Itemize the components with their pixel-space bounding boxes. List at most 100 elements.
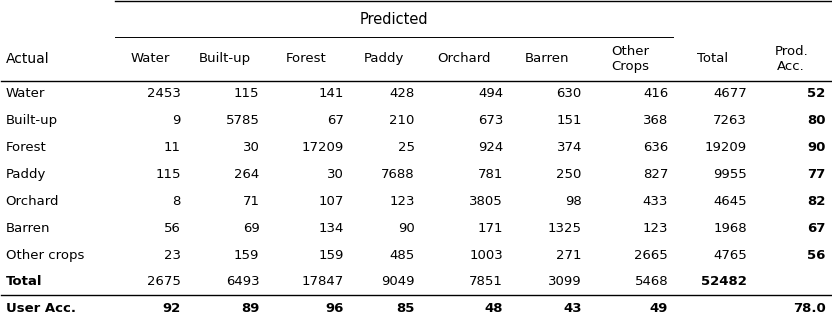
Text: Barren: Barren — [525, 52, 570, 65]
Text: 19209: 19209 — [705, 141, 747, 154]
Text: Predicted: Predicted — [359, 12, 428, 27]
Text: 2665: 2665 — [635, 249, 668, 262]
Text: 250: 250 — [557, 168, 582, 181]
Text: 4645: 4645 — [713, 195, 747, 208]
Text: 4677: 4677 — [713, 87, 747, 100]
Text: Prod.
Acc.: Prod. Acc. — [775, 45, 808, 73]
Text: 96: 96 — [325, 302, 344, 313]
Text: Total: Total — [6, 275, 42, 288]
Text: 56: 56 — [164, 222, 181, 235]
Text: 56: 56 — [807, 249, 825, 262]
Text: 23: 23 — [164, 249, 181, 262]
Text: 49: 49 — [650, 302, 668, 313]
Text: 4765: 4765 — [713, 249, 747, 262]
Text: 2675: 2675 — [146, 275, 181, 288]
Text: 374: 374 — [557, 141, 582, 154]
Text: Paddy: Paddy — [364, 52, 404, 65]
Text: 17847: 17847 — [301, 275, 344, 288]
Text: Barren: Barren — [6, 222, 50, 235]
Text: 52: 52 — [807, 87, 825, 100]
Text: 1968: 1968 — [713, 222, 747, 235]
Text: 123: 123 — [389, 195, 415, 208]
Text: 69: 69 — [243, 222, 260, 235]
Text: 92: 92 — [162, 302, 181, 313]
Text: 30: 30 — [242, 141, 260, 154]
Text: 71: 71 — [242, 195, 260, 208]
Text: 416: 416 — [643, 87, 668, 100]
Text: 1003: 1003 — [469, 249, 503, 262]
Text: Other crops: Other crops — [6, 249, 84, 262]
Text: 43: 43 — [563, 302, 582, 313]
Text: 90: 90 — [807, 141, 825, 154]
Text: Total: Total — [697, 52, 728, 65]
Text: Orchard: Orchard — [438, 52, 491, 65]
Text: 6493: 6493 — [225, 275, 260, 288]
Text: 9955: 9955 — [713, 168, 747, 181]
Text: Water: Water — [131, 52, 170, 65]
Text: 5785: 5785 — [225, 114, 260, 127]
Text: Other
Crops: Other Crops — [611, 45, 649, 73]
Text: 428: 428 — [389, 87, 415, 100]
Text: 67: 67 — [807, 222, 825, 235]
Text: 8: 8 — [172, 195, 181, 208]
Text: 123: 123 — [643, 222, 668, 235]
Text: 17209: 17209 — [301, 141, 344, 154]
Text: 77: 77 — [807, 168, 825, 181]
Text: Actual: Actual — [6, 52, 49, 66]
Text: 151: 151 — [557, 114, 582, 127]
Text: 7851: 7851 — [469, 275, 503, 288]
Text: 781: 781 — [478, 168, 503, 181]
Text: 827: 827 — [643, 168, 668, 181]
Text: 67: 67 — [327, 114, 344, 127]
Text: 7263: 7263 — [713, 114, 747, 127]
Text: 264: 264 — [234, 168, 260, 181]
Text: User Acc.: User Acc. — [6, 302, 76, 313]
Text: 673: 673 — [478, 114, 503, 127]
Text: 433: 433 — [643, 195, 668, 208]
Text: 159: 159 — [319, 249, 344, 262]
Text: 636: 636 — [643, 141, 668, 154]
Text: 3805: 3805 — [469, 195, 503, 208]
Text: 159: 159 — [234, 249, 260, 262]
Text: 141: 141 — [319, 87, 344, 100]
Text: 115: 115 — [156, 168, 181, 181]
Text: 115: 115 — [234, 87, 260, 100]
Text: 3099: 3099 — [548, 275, 582, 288]
Text: 494: 494 — [478, 87, 503, 100]
Text: 52482: 52482 — [701, 275, 747, 288]
Text: 485: 485 — [389, 249, 415, 262]
Text: 90: 90 — [399, 222, 415, 235]
Text: 630: 630 — [557, 87, 582, 100]
Text: 924: 924 — [478, 141, 503, 154]
Text: 9049: 9049 — [381, 275, 415, 288]
Text: 98: 98 — [565, 195, 582, 208]
Text: Forest: Forest — [6, 141, 47, 154]
FancyBboxPatch shape — [752, 295, 830, 313]
Text: 1325: 1325 — [547, 222, 582, 235]
Text: Orchard: Orchard — [6, 195, 59, 208]
Text: 11: 11 — [164, 141, 181, 154]
Text: Built-up: Built-up — [6, 114, 57, 127]
Text: 5468: 5468 — [635, 275, 668, 288]
Text: 107: 107 — [319, 195, 344, 208]
Text: 82: 82 — [807, 195, 825, 208]
Text: 78.0: 78.0 — [793, 302, 825, 313]
Text: 2453: 2453 — [146, 87, 181, 100]
Text: Paddy: Paddy — [6, 168, 46, 181]
Text: 271: 271 — [557, 249, 582, 262]
Text: 48: 48 — [485, 302, 503, 313]
Text: 85: 85 — [397, 302, 415, 313]
Text: 368: 368 — [643, 114, 668, 127]
Text: 30: 30 — [327, 168, 344, 181]
Text: 89: 89 — [241, 302, 260, 313]
Text: Water: Water — [6, 87, 45, 100]
Text: 134: 134 — [319, 222, 344, 235]
Text: Forest: Forest — [286, 52, 327, 65]
Text: 7688: 7688 — [381, 168, 415, 181]
Text: 171: 171 — [478, 222, 503, 235]
Text: 9: 9 — [172, 114, 181, 127]
Text: Built-up: Built-up — [199, 52, 251, 65]
Text: 80: 80 — [807, 114, 825, 127]
Text: 210: 210 — [389, 114, 415, 127]
Text: 25: 25 — [398, 141, 415, 154]
